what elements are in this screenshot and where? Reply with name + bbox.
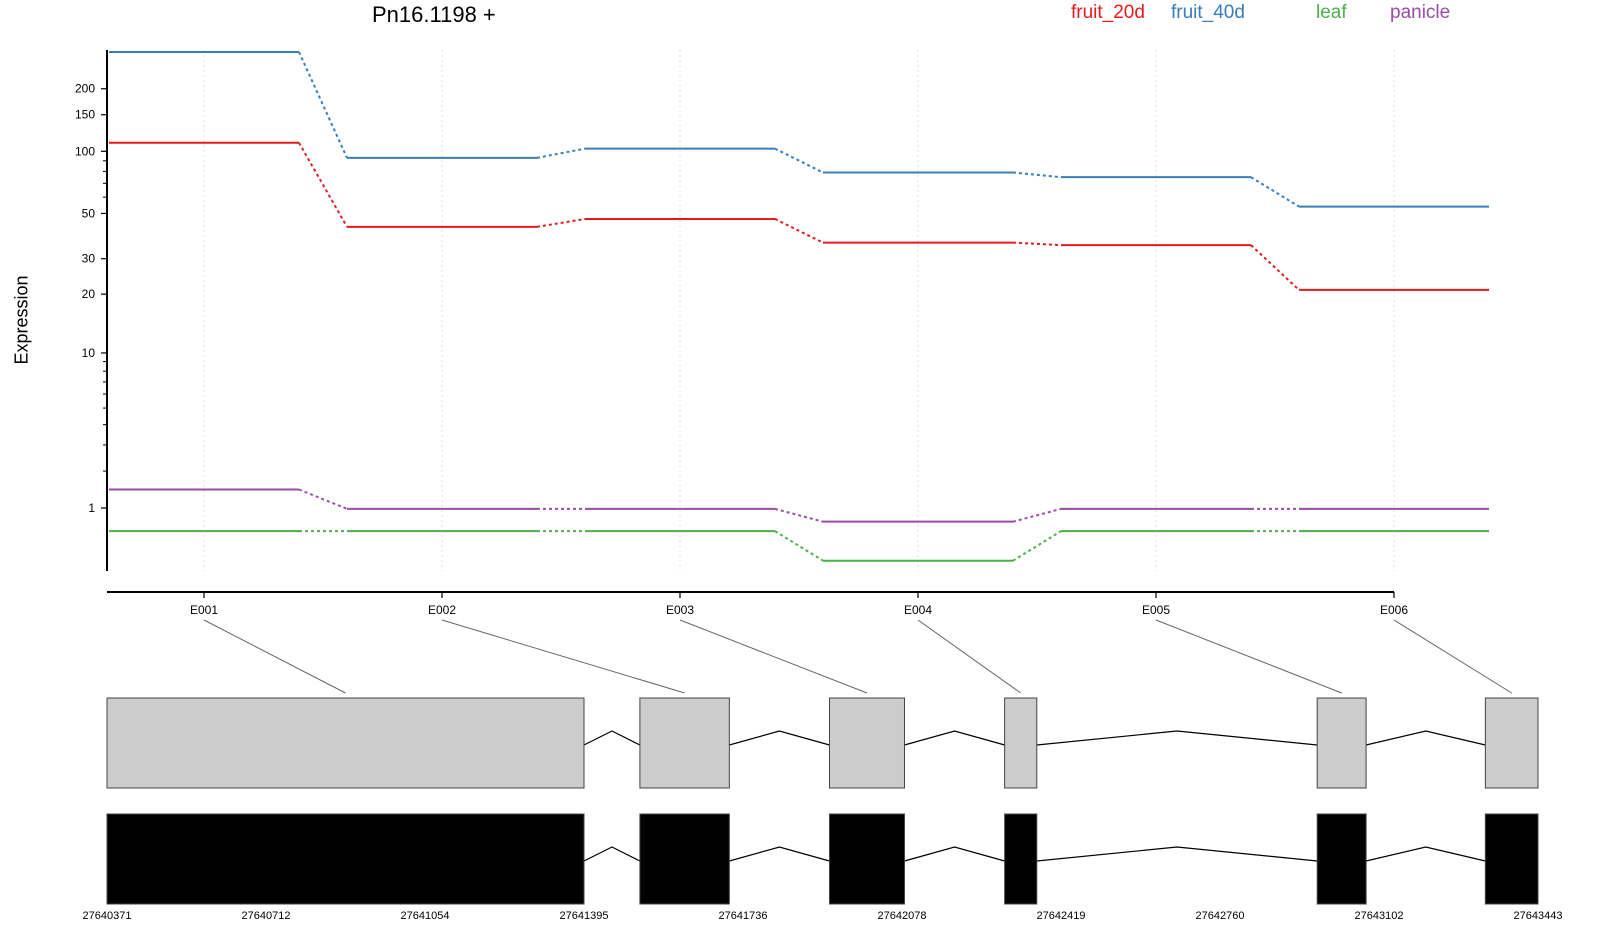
genome-coordinate-label: 27643102 bbox=[1355, 910, 1404, 922]
exon-track-black bbox=[106, 813, 1539, 905]
genome-coordinate-label: 27640371 bbox=[83, 910, 132, 922]
exon-box bbox=[1004, 697, 1038, 789]
y-tick-label: 1 bbox=[88, 501, 95, 515]
exon-box bbox=[1004, 813, 1038, 905]
series-connector bbox=[1012, 241, 1062, 247]
exon-box bbox=[106, 697, 585, 789]
exon-connector bbox=[1393, 619, 1512, 694]
genome-coordinate-label: 27643443 bbox=[1514, 910, 1563, 922]
exon-box bbox=[828, 697, 905, 789]
y-tick-label: 10 bbox=[82, 346, 96, 360]
exon-track-gray bbox=[106, 697, 1539, 789]
intron-line bbox=[1036, 846, 1318, 862]
x-tick-label: E002 bbox=[428, 603, 456, 617]
series-connector bbox=[774, 147, 824, 174]
y-tick-label: 100 bbox=[75, 144, 95, 158]
genome-coordinate-label: 27642078 bbox=[878, 910, 927, 922]
x-tick-label: E006 bbox=[1380, 603, 1408, 617]
genome-coordinate-label: 27641054 bbox=[401, 910, 450, 922]
series-connector bbox=[1012, 507, 1062, 523]
intron-line bbox=[904, 846, 1005, 862]
y-tick-label: 50 bbox=[82, 206, 96, 220]
genome-coordinate-label: 27642760 bbox=[1196, 910, 1245, 922]
series-connector bbox=[774, 507, 824, 523]
y-tick-label: 30 bbox=[82, 252, 96, 266]
genome-coordinate-label: 27642419 bbox=[1037, 910, 1086, 922]
exon-connector bbox=[679, 619, 868, 694]
axes: 1 10 20 30 50 100 150 200 E001 E002 E003 E004 E005 E0… bbox=[75, 50, 1408, 617]
intron-line bbox=[729, 846, 830, 862]
legend-panicle: panicle bbox=[1390, 2, 1451, 23]
y-tick-label: 150 bbox=[75, 108, 95, 122]
series-connector bbox=[774, 218, 824, 244]
gene-model: 27640371 27640712 27641054 27641395 27641736… bbox=[83, 619, 1563, 922]
legend-fruit-20d: fruit_20d bbox=[1071, 2, 1145, 23]
series-connector bbox=[1250, 244, 1300, 291]
series-connector bbox=[774, 530, 824, 562]
series-connector bbox=[1012, 171, 1062, 179]
exon-box bbox=[1484, 697, 1539, 789]
intron-line bbox=[583, 730, 641, 746]
grid-lines bbox=[203, 50, 1395, 571]
exon-connector bbox=[441, 619, 685, 694]
intron-line bbox=[1036, 730, 1318, 746]
legend-leaf: leaf bbox=[1316, 2, 1347, 23]
exon-box bbox=[1484, 813, 1539, 905]
x-tick-label: E003 bbox=[666, 603, 694, 617]
intron-line bbox=[729, 730, 830, 746]
intron-line bbox=[1365, 730, 1486, 746]
y-tick-label: 20 bbox=[82, 287, 96, 301]
series-connector bbox=[298, 488, 348, 510]
series-fruit_40d bbox=[109, 51, 1489, 208]
exon-box bbox=[639, 697, 730, 789]
exon-box bbox=[828, 813, 905, 905]
series-connector bbox=[298, 51, 348, 159]
series-lines bbox=[109, 51, 1489, 562]
y-tick-label: 200 bbox=[75, 82, 95, 96]
intron-line bbox=[1365, 846, 1486, 862]
genome-coordinate-label: 27640712 bbox=[242, 910, 291, 922]
intron-line bbox=[904, 730, 1005, 746]
series-fruit_20d bbox=[109, 141, 1489, 291]
chart-title: Pn16.1198 + bbox=[372, 2, 496, 27]
series-connector bbox=[1012, 530, 1062, 562]
exon-connector bbox=[203, 619, 346, 694]
series-connector bbox=[298, 142, 348, 228]
legend-fruit-40d: fruit_40d bbox=[1171, 2, 1245, 23]
exon-box bbox=[106, 813, 585, 905]
series-panicle bbox=[109, 488, 1489, 523]
series-leaf bbox=[109, 530, 1489, 562]
x-tick-label: E004 bbox=[904, 603, 932, 617]
exon-connector bbox=[917, 619, 1021, 694]
series-connector bbox=[536, 217, 586, 228]
exon-box bbox=[1316, 813, 1367, 905]
genome-coordinate-label: 27641395 bbox=[560, 910, 609, 922]
x-tick-label: E005 bbox=[1142, 603, 1170, 617]
intron-line bbox=[583, 846, 641, 862]
genome-coordinate-label: 27641736 bbox=[719, 910, 768, 922]
x-tick-label: E001 bbox=[190, 603, 218, 617]
series-connector bbox=[1250, 176, 1300, 208]
exon-connector bbox=[1155, 619, 1342, 694]
series-connector bbox=[536, 147, 586, 159]
exon-box bbox=[1316, 697, 1367, 789]
exon-box bbox=[639, 813, 730, 905]
